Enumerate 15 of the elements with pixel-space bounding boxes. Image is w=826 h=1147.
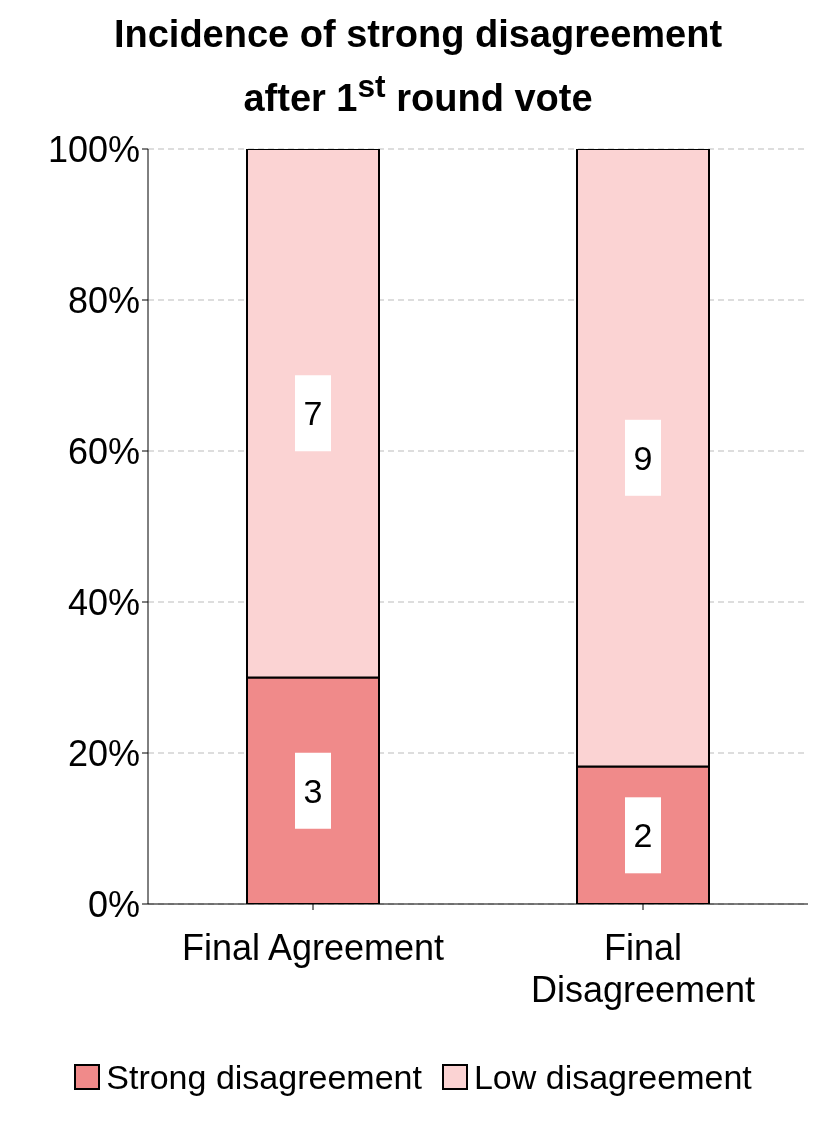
y-tick-label: 20% bbox=[67, 732, 140, 774]
y-tick-label: 80% bbox=[67, 279, 140, 321]
chart-title: Incidence of strong disagreement after 1$^{st}$ round vote bbox=[112, 12, 724, 121]
x-tick-label: Final Agreement bbox=[181, 926, 445, 968]
y-tick-label: 100% bbox=[47, 128, 140, 170]
annotation: 2 bbox=[633, 815, 653, 854]
annotation: 3 bbox=[303, 771, 323, 810]
y-tick-label: 60% bbox=[67, 430, 140, 472]
annotation: 7 bbox=[303, 393, 323, 432]
legend-label: Low disagreement bbox=[473, 1057, 752, 1097]
annotation: 9 bbox=[633, 438, 653, 477]
y-tick-label: 40% bbox=[67, 581, 140, 623]
y-tick-label: 0% bbox=[87, 883, 140, 925]
legend-label: Strong disagreement bbox=[106, 1057, 422, 1097]
x-tick-label: Final Disagreement bbox=[530, 926, 756, 1010]
